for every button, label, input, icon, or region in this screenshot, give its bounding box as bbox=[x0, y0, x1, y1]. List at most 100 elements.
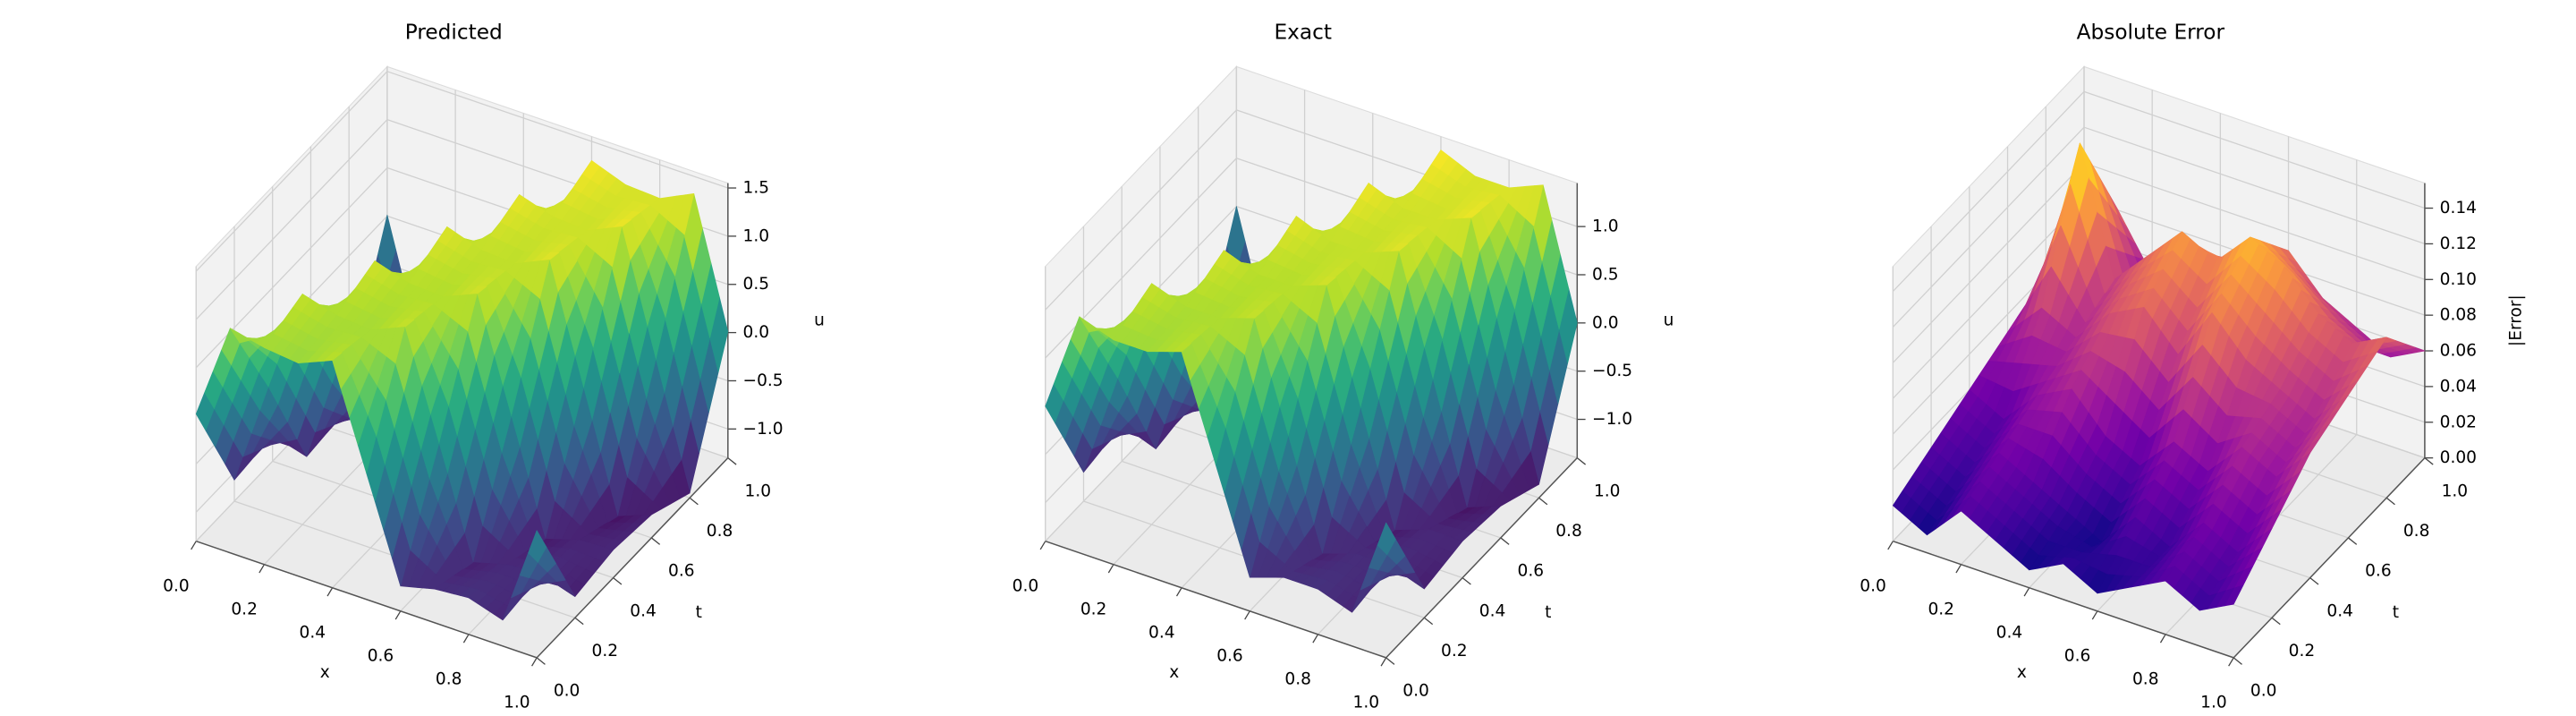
y-tick-label: 0.0 bbox=[2250, 682, 2277, 701]
x-tick-label: 0.0 bbox=[163, 576, 190, 595]
y-tick-label: 0.6 bbox=[668, 562, 695, 581]
z-tick-label: −1.0 bbox=[743, 420, 784, 439]
y-tick bbox=[1385, 657, 1395, 665]
z-tick-label: 0.10 bbox=[2440, 270, 2477, 289]
x-axis-label: x bbox=[2017, 663, 2027, 682]
grid-line bbox=[195, 71, 388, 272]
y-tick-label: 0.8 bbox=[1555, 522, 1582, 541]
subplot: Absolute Error 0.0 0.2 0.4 0.6 0.8 1.0 0.0 0.2 0.… bbox=[1860, 21, 2525, 712]
y-axis-label: t bbox=[2393, 603, 2399, 622]
x-tick-label: 0.6 bbox=[2064, 647, 2091, 666]
x-tick-label: 0.2 bbox=[1080, 600, 1107, 618]
x-tick-label: 0.4 bbox=[1148, 623, 1175, 642]
x-tick-label: 0.4 bbox=[1996, 623, 2023, 642]
z-tick-label: −0.5 bbox=[1592, 362, 1632, 380]
x-tick bbox=[2159, 634, 2166, 644]
x-axis-line bbox=[196, 540, 538, 659]
x-tick-label: 1.0 bbox=[1353, 694, 1380, 712]
x-tick bbox=[1887, 541, 1894, 550]
subplot: Exact 0.0 0.2 0.4 0.6 0.8 1.0 0.0 0.2 0.4 0.6 0.8 1.… bbox=[1013, 21, 1674, 712]
y-tick-label: 1.0 bbox=[2442, 482, 2469, 500]
x-axis-label: x bbox=[320, 663, 330, 682]
x-axis-label: x bbox=[1169, 663, 1179, 682]
x-tick-label: 0.8 bbox=[436, 670, 462, 689]
x-tick bbox=[394, 610, 402, 620]
z-axis-label: u bbox=[814, 311, 825, 330]
y-tick-label: 0.2 bbox=[2289, 642, 2316, 661]
grid-line bbox=[1892, 198, 2085, 399]
x-tick-label: 1.0 bbox=[2200, 694, 2227, 712]
x-axis-line bbox=[1893, 540, 2234, 659]
x-tick bbox=[462, 634, 470, 644]
y-tick bbox=[613, 577, 623, 585]
x-tick-label: 0.4 bbox=[300, 623, 326, 642]
surface-face bbox=[1173, 342, 1192, 353]
subplot-title: Predicted bbox=[405, 21, 503, 45]
x-tick bbox=[1312, 634, 1319, 644]
z-tick-label: 0.08 bbox=[2440, 306, 2477, 325]
y-tick bbox=[689, 497, 699, 506]
surface-face bbox=[1377, 522, 1396, 556]
x-tick bbox=[2023, 587, 2030, 597]
z-tick-label: −1.0 bbox=[1592, 410, 1632, 429]
grid-line bbox=[1045, 109, 1237, 311]
y-tick bbox=[1538, 497, 1548, 506]
x-tick bbox=[1955, 564, 1962, 574]
z-tick-label: 0.02 bbox=[2440, 413, 2477, 431]
y-tick bbox=[2233, 657, 2242, 665]
grid-line bbox=[1892, 90, 2085, 293]
x-tick-label: 0.6 bbox=[1216, 647, 1243, 666]
y-tick-label: 0.8 bbox=[707, 522, 733, 541]
x-tick bbox=[2091, 610, 2098, 620]
x-tick-label: 0.8 bbox=[1284, 670, 1311, 689]
y-tick bbox=[2424, 457, 2434, 465]
z-tick-label: 0.0 bbox=[1592, 313, 1619, 332]
x-tick bbox=[191, 541, 197, 550]
x-tick-label: 1.0 bbox=[504, 694, 530, 712]
y-tick-label: 1.0 bbox=[745, 482, 772, 500]
grid-line bbox=[2083, 90, 2426, 209]
y-axis-label: t bbox=[1545, 603, 1551, 622]
y-tick-label: 0.4 bbox=[2326, 601, 2353, 620]
z-tick-label: 0.00 bbox=[2440, 448, 2477, 467]
grid-line bbox=[386, 71, 729, 189]
z-axis-label: |Error| bbox=[2507, 294, 2526, 346]
grid-line bbox=[195, 119, 388, 320]
y-tick-label: 0.0 bbox=[1402, 682, 1429, 701]
x-tick bbox=[1107, 564, 1114, 574]
y-tick-label: 0.4 bbox=[1479, 601, 1506, 620]
y-tick bbox=[1500, 537, 1510, 545]
z-tick-label: 0.06 bbox=[2440, 342, 2477, 361]
z-tick-label: 0.14 bbox=[2440, 199, 2477, 217]
x-tick-label: 0.2 bbox=[231, 600, 258, 618]
x-tick-label: 0.2 bbox=[1928, 600, 1954, 618]
z-tick-label: 0.5 bbox=[1592, 265, 1619, 284]
y-tick bbox=[574, 617, 584, 626]
x-tick bbox=[1175, 587, 1182, 597]
y-axis-label: t bbox=[696, 603, 702, 622]
x-tick bbox=[1039, 541, 1046, 550]
z-tick-label: −0.5 bbox=[743, 371, 784, 390]
y-tick bbox=[727, 457, 737, 465]
y-axis-line bbox=[1385, 457, 1578, 659]
y-axis-line bbox=[2233, 457, 2426, 659]
subplot: Predicted 0.0 0.2 0.4 0.6 0.8 1.0 0.0 0.2 0.4 0.6 0… bbox=[163, 21, 825, 712]
z-tick-label: 0.0 bbox=[743, 323, 770, 342]
z-tick-label: 0.5 bbox=[743, 275, 770, 294]
x-tick bbox=[531, 657, 538, 667]
y-tick-label: 0.8 bbox=[2403, 522, 2430, 541]
y-tick-label: 0.4 bbox=[630, 601, 657, 620]
y-tick-label: 0.6 bbox=[1518, 562, 1545, 581]
z-axis-label: u bbox=[1664, 311, 1674, 330]
y-axis-line bbox=[536, 457, 729, 659]
z-tick-label: 1.0 bbox=[1592, 217, 1619, 236]
y-tick bbox=[2271, 617, 2281, 626]
y-tick-label: 0.6 bbox=[2365, 562, 2392, 581]
subplot-title: Absolute Error bbox=[2077, 21, 2225, 45]
subplot-title: Exact bbox=[1274, 21, 1332, 45]
y-tick-label: 0.0 bbox=[554, 682, 580, 701]
y-tick-label: 0.2 bbox=[1441, 642, 1468, 661]
y-tick bbox=[1576, 457, 1586, 465]
x-tick bbox=[1244, 610, 1250, 620]
y-tick bbox=[2348, 537, 2358, 545]
